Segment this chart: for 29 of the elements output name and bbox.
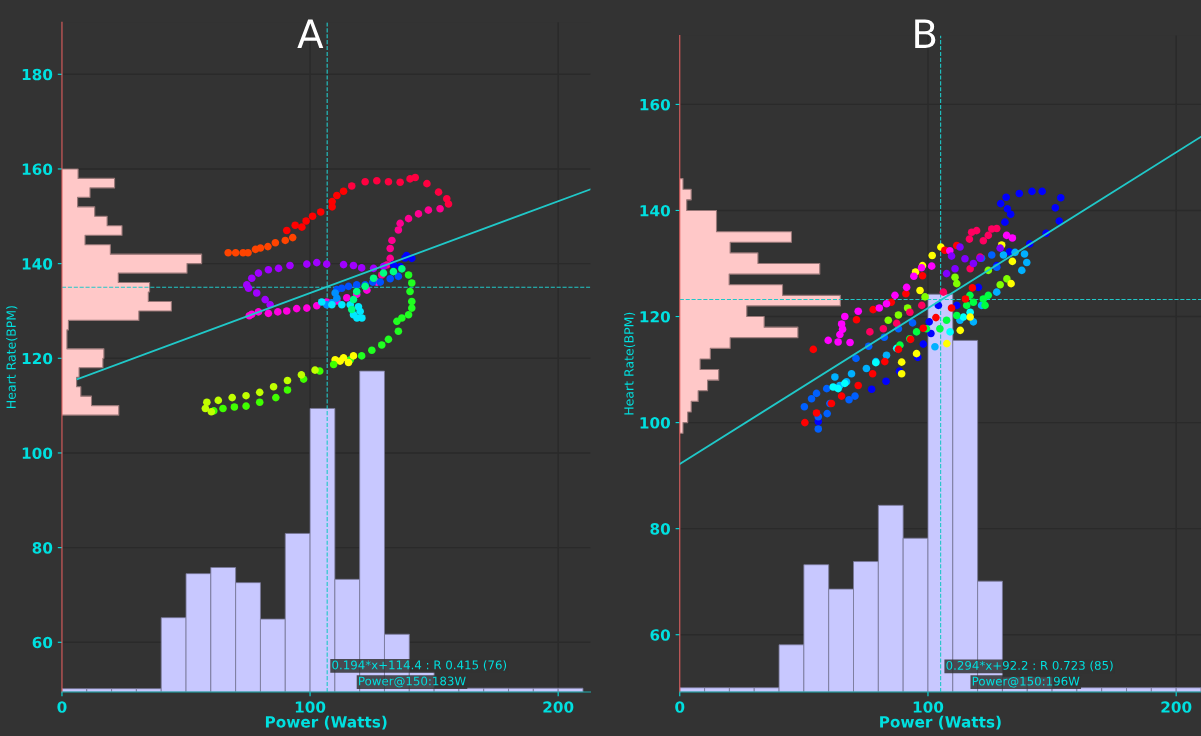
y-axis-title: Heart Rate(BPM) xyxy=(623,312,636,415)
x-tick-label: 100 xyxy=(295,701,326,713)
x-tick-label: 0 xyxy=(57,701,67,713)
y-tick-label: 140 xyxy=(640,204,671,217)
y-tick-label: 140 xyxy=(22,258,53,270)
y-tick-label: 80 xyxy=(650,523,671,535)
x-tick-label: 200 xyxy=(543,701,574,713)
x-tick-label: 100 xyxy=(913,701,944,713)
chart-title: A xyxy=(297,19,324,48)
y-tick-label: 120 xyxy=(22,352,53,365)
y-tick-label: 160 xyxy=(22,163,53,175)
annotation: 0.194*x+114.4 : R 0.415 (76) xyxy=(332,660,507,671)
y-tick-label: 60 xyxy=(32,636,53,649)
x-tick-label: 200 xyxy=(1161,701,1192,713)
x-tick-label: 0 xyxy=(675,701,685,713)
y-tick-label: 60 xyxy=(650,629,671,641)
y-tick-label: 100 xyxy=(640,417,671,429)
y-tick-label: 80 xyxy=(32,542,53,554)
x-axis-title: Power (Watts) xyxy=(880,715,1001,730)
annotation: 0.294*x+92.2 : R 0.723 (85) xyxy=(946,660,1113,672)
y-tick-label: 100 xyxy=(22,447,53,459)
annotation: Power@150:183W xyxy=(359,676,466,688)
y-axis-title: Heart Rate(BPM) xyxy=(6,306,18,408)
x-axis-title: Power (Watts) xyxy=(265,715,387,730)
y-tick-label: 180 xyxy=(22,68,53,81)
chart-title: B xyxy=(915,19,936,48)
y-tick-label: 160 xyxy=(640,98,671,111)
annotation: Power@150:196W xyxy=(972,676,1080,688)
y-tick-label: 120 xyxy=(640,311,671,323)
